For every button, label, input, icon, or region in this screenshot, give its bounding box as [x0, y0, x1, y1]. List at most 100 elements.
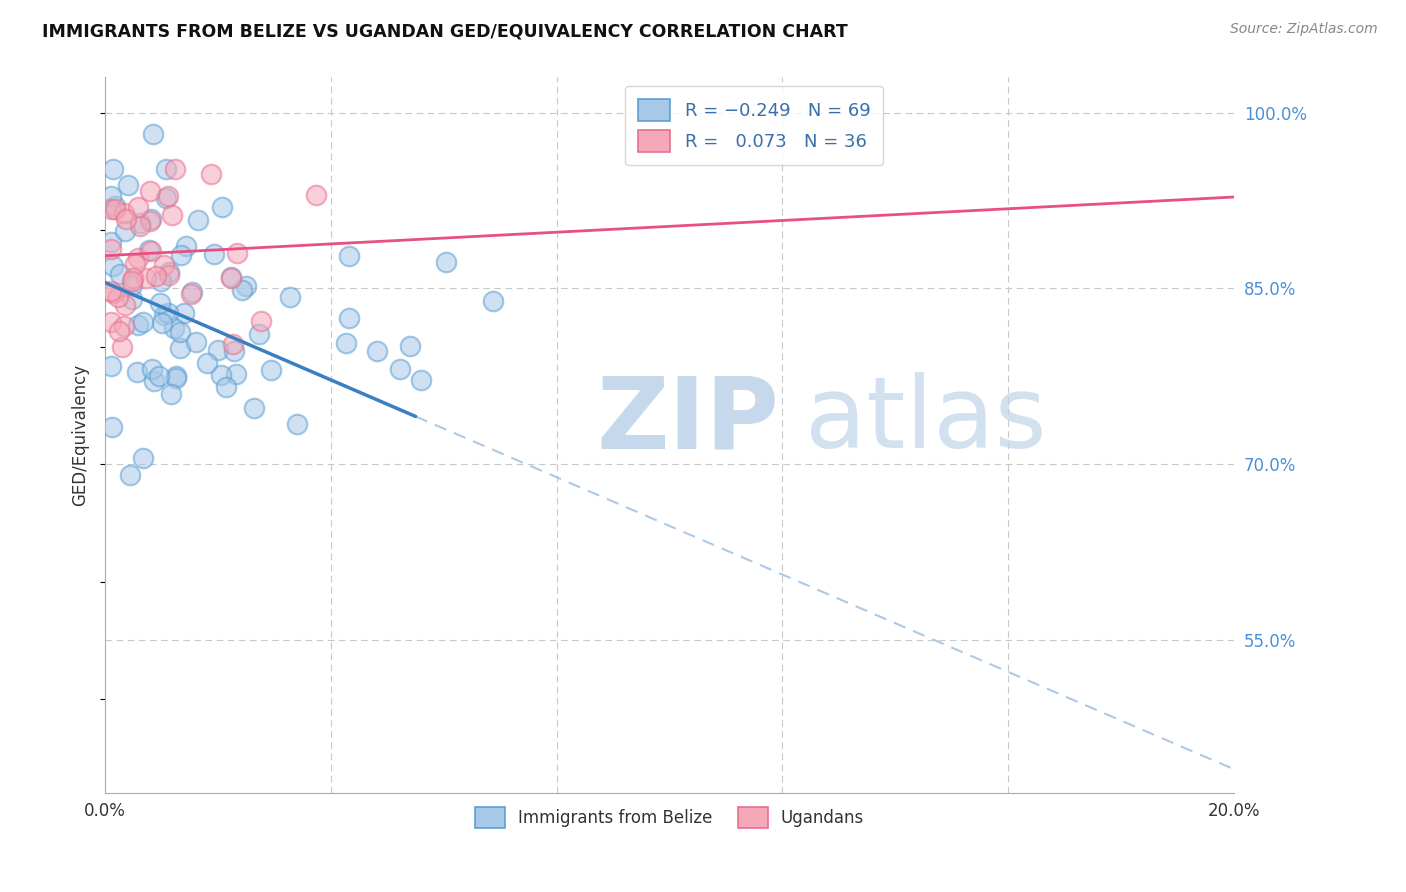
Point — [337, 249, 360, 263]
Point — [141, 362, 163, 376]
Point — [221, 271, 243, 285]
Point — [209, 368, 232, 382]
Point — [170, 248, 193, 262]
Point — [160, 208, 183, 222]
Point — [180, 285, 202, 299]
Point — [155, 162, 177, 177]
Point — [173, 306, 195, 320]
Point — [115, 212, 138, 227]
Point — [100, 359, 122, 373]
Text: ZIP: ZIP — [596, 372, 779, 469]
Point — [156, 306, 179, 320]
Point — [225, 368, 247, 382]
Point — [285, 417, 308, 431]
Point — [388, 362, 411, 376]
Point — [127, 318, 149, 332]
Point — [107, 289, 129, 303]
Point — [149, 274, 172, 288]
Point — [157, 188, 180, 202]
Legend: Immigrants from Belize, Ugandans: Immigrants from Belize, Ugandans — [468, 801, 870, 834]
Point — [398, 339, 420, 353]
Text: Source: ZipAtlas.com: Source: ZipAtlas.com — [1230, 22, 1378, 37]
Point — [118, 468, 141, 483]
Text: atlas: atlas — [806, 372, 1046, 469]
Point — [222, 337, 245, 351]
Point — [155, 191, 177, 205]
Point — [100, 284, 122, 298]
Point — [157, 268, 180, 282]
Point — [235, 279, 257, 293]
Point — [104, 202, 127, 216]
Point — [141, 127, 163, 141]
Point — [138, 243, 160, 257]
Point — [127, 252, 149, 266]
Point — [337, 310, 360, 325]
Point — [132, 315, 155, 329]
Point — [200, 167, 222, 181]
Point — [225, 245, 247, 260]
Point — [121, 277, 143, 292]
Point — [153, 258, 176, 272]
Point — [153, 308, 176, 322]
Point — [163, 161, 186, 176]
Point — [249, 314, 271, 328]
Point — [180, 287, 202, 301]
Point — [114, 298, 136, 312]
Point — [141, 244, 163, 258]
Point — [165, 369, 187, 384]
Point — [100, 315, 122, 329]
Point — [259, 363, 281, 377]
Point — [174, 239, 197, 253]
Point — [207, 343, 229, 357]
Point — [138, 184, 160, 198]
Point — [142, 374, 165, 388]
Point — [482, 293, 505, 308]
Point — [148, 368, 170, 383]
Point — [121, 293, 143, 307]
Point — [104, 199, 127, 213]
Point — [165, 371, 187, 385]
Point — [100, 202, 122, 216]
Point — [101, 420, 124, 434]
Point — [215, 380, 238, 394]
Point — [411, 373, 433, 387]
Point — [141, 211, 163, 226]
Point — [135, 271, 157, 285]
Point — [112, 318, 135, 333]
Point — [366, 343, 388, 358]
Point — [163, 321, 186, 335]
Point — [211, 200, 233, 214]
Point — [160, 386, 183, 401]
Text: IMMIGRANTS FROM BELIZE VS UGANDAN GED/EQUIVALENCY CORRELATION CHART: IMMIGRANTS FROM BELIZE VS UGANDAN GED/EQ… — [42, 22, 848, 40]
Point — [278, 290, 301, 304]
Point — [157, 265, 180, 279]
Point — [127, 201, 149, 215]
Point — [150, 316, 173, 330]
Point — [101, 285, 124, 300]
Point — [149, 296, 172, 310]
Point — [103, 162, 125, 177]
Point — [186, 335, 208, 350]
Point — [224, 343, 246, 358]
Point — [305, 188, 328, 202]
Point — [197, 356, 219, 370]
Point — [187, 213, 209, 227]
Point — [243, 401, 266, 416]
Point — [169, 326, 191, 340]
Point — [125, 365, 148, 379]
Point — [128, 219, 150, 234]
Point — [202, 246, 225, 260]
Point — [145, 268, 167, 283]
Point — [100, 235, 122, 250]
Point — [112, 205, 135, 219]
Point — [247, 326, 270, 341]
Point — [114, 224, 136, 238]
Point — [434, 255, 457, 269]
Point — [139, 214, 162, 228]
Point — [108, 324, 131, 338]
Point — [169, 341, 191, 355]
Point — [335, 336, 357, 351]
Y-axis label: GED/Equivalency: GED/Equivalency — [72, 364, 89, 506]
Point — [132, 451, 155, 466]
Point — [231, 283, 253, 297]
